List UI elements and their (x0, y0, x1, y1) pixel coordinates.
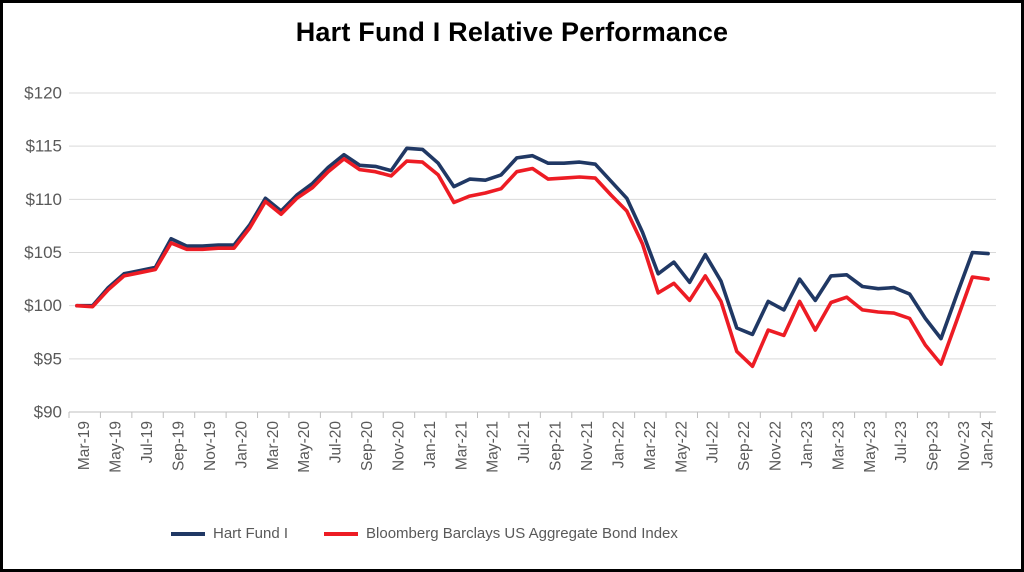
x-axis-label: Jan-21 (422, 421, 439, 468)
x-axis-label: May-21 (485, 421, 502, 473)
x-axis-label: Jan-22 (610, 421, 627, 468)
x-axis-label: Sep-23 (925, 421, 942, 471)
x-axis-label: Jan-20 (233, 421, 250, 469)
x-axis-label: Jul-20 (328, 421, 345, 464)
x-axis-label: Sep-19 (170, 421, 187, 471)
legend-item-bloomberg-index: Bloomberg Barclays US Aggregate Bond Ind… (324, 525, 678, 542)
y-axis-label: $110 (25, 190, 62, 209)
x-axis-label: Sep-20 (359, 421, 376, 471)
x-axis-label: May-23 (862, 421, 879, 473)
x-axis-label: Mar-19 (76, 421, 93, 470)
x-axis-label: Mar-23 (830, 421, 847, 470)
x-axis-label: Mar-20 (265, 421, 282, 470)
series-line-bloomberg-barclays-us-aggregate-bond-index (75, 157, 990, 369)
legend-swatch-bloomberg-index (324, 531, 359, 536)
legend-swatch-hart-fund-i (171, 531, 205, 536)
x-axis-label: Nov-22 (768, 421, 785, 471)
legend-label-hart-fund-i: Hart Fund I (213, 525, 289, 542)
x-axis-label: Nov-20 (390, 421, 407, 471)
legend: Hart Fund I Bloomberg Barclays US Aggreg… (171, 525, 678, 542)
line-chart-svg: $90 $95 $100 $105 $110 $115 $120 Mar-19 May-19 Ju… (24, 84, 997, 473)
x-axis-label: Jan-23 (799, 421, 816, 468)
x-axis-label: Mar-22 (642, 421, 659, 470)
series-line-hart-fund-i (75, 146, 990, 341)
y-axis-label: $115 (25, 137, 62, 156)
x-axis-label: Nov-19 (202, 421, 219, 471)
legend-item-hart-fund-i: Hart Fund I (171, 525, 288, 542)
x-axis-label: Jul-22 (705, 421, 722, 463)
y-axis-label: $120 (24, 84, 62, 103)
x-axis-label: Jul-23 (893, 421, 910, 463)
x-axis-label: Nov-23 (956, 421, 973, 471)
x-axis-label: Sep-21 (548, 421, 565, 471)
chart-title: Hart Fund I Relative Performance (295, 17, 729, 47)
y-axis-label: $90 (34, 403, 62, 422)
x-axis-label: Mar-21 (453, 421, 470, 470)
x-axis-label: Jul-21 (516, 421, 533, 463)
x-axis-label: May-22 (673, 421, 690, 473)
x-axis-label: May-20 (296, 421, 313, 473)
y-axis-label: $105 (24, 243, 62, 262)
x-axis-label: Nov-21 (579, 421, 596, 471)
y-axis-label: $95 (34, 349, 62, 368)
x-axis-label: Jul-19 (139, 421, 156, 463)
x-axis-label: Sep-22 (736, 421, 753, 471)
x-axis-label: May-19 (108, 421, 125, 473)
legend-label-bloomberg-index: Bloomberg Barclays US Aggregate Bond Ind… (366, 525, 678, 542)
x-axis-label: Jan-24 (980, 421, 997, 469)
y-axis-label: $100 (24, 296, 62, 315)
